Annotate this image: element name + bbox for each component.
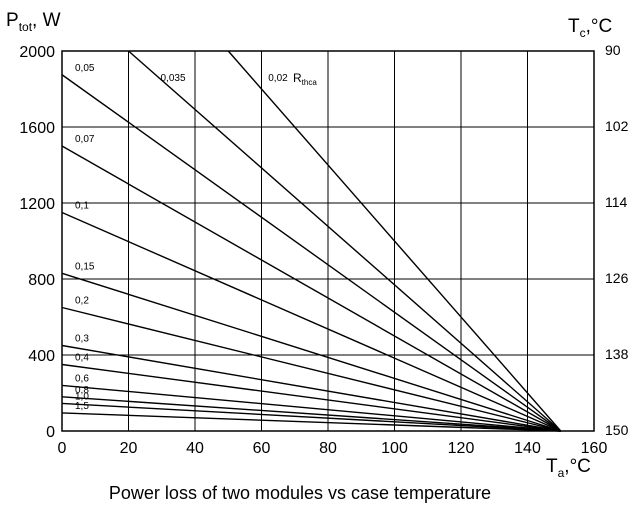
y-axis-title-main: P [6,10,19,31]
x-tick-label: 20 [120,440,138,457]
y-axis-title-sub: tot [19,20,33,34]
series-label: 1,5 [75,401,89,412]
series-line [61,412,561,432]
y-tick-label: 400 [28,348,55,365]
x-tick-label: 100 [381,440,408,457]
x-tick-label: 40 [186,440,204,457]
y-tick-label: 1200 [19,196,55,213]
y2-axis-title: Tc,°C [568,16,612,40]
series-label: 0,6 [75,373,89,384]
series-label: 0,15 [75,261,95,272]
y-tick-label: 2000 [19,44,55,61]
series-label: 0,2 [75,296,89,307]
y2-axis-title-sub: c [580,26,586,40]
series-line [61,211,562,432]
series-line [128,50,562,432]
y-tick-label: 0 [46,424,55,441]
y-tick-label: 1600 [19,120,55,137]
series-line [61,306,561,432]
x-axis-title: Ta,°C [546,456,591,480]
plot-frame [61,50,595,432]
y2-axis-title-unit: ,°C [586,16,613,37]
series-line [61,74,562,432]
series-line [61,344,561,432]
series-label: 0,4 [75,353,89,364]
series-line [227,50,562,432]
y2-tick-label: 90 [605,42,621,58]
y-tick-label: 800 [28,272,55,289]
series-label: 0,3 [75,334,89,345]
series-label: 0,05 [75,63,95,74]
series-line [61,402,561,432]
y2-tick-label: 150 [605,422,629,438]
series-lines [61,50,562,432]
series-label: 1,0 [75,391,89,402]
x-tick-label: 0 [58,440,67,457]
x-tick-label: 140 [514,440,541,457]
series-line [61,363,561,432]
y-axis-title-unit: , W [32,10,61,31]
y-axis-title: Ptot, W [6,10,61,34]
x-axis-title-unit: ,°C [564,456,591,477]
series-label: 0,02 [268,73,288,84]
x-axis-title-sub: a [558,466,565,480]
series-label: 0,8 [75,385,89,396]
series-labels: 0,020,0350,050,070,10,150,20,30,40,60,81… [75,63,288,412]
series-label: 0,07 [75,134,95,145]
x-axis-title-main: T [546,456,558,477]
x-tick-label: 160 [581,440,608,457]
series-label: 0,035 [161,73,186,84]
y2-tick-label: 126 [605,270,629,286]
y2-tick-label: 138 [605,346,629,362]
series-group-label-sub: thca [302,78,318,87]
series-group-label: Rthca [293,71,317,87]
caption: Power loss of two modules vs case temper… [109,483,491,503]
x-tick-label: 120 [448,440,475,457]
series-line [61,272,561,432]
series-group-label-main: R [293,71,302,85]
y2-axis-title-main: T [568,16,580,37]
series-label: 0,1 [75,201,89,212]
series-line [61,145,562,432]
series-line [61,384,561,432]
y2-tick-label: 102 [605,118,629,134]
x-tick-label: 80 [319,440,337,457]
series-line [61,396,561,432]
x-tick-label: 60 [253,440,271,457]
y2-tick-label: 114 [605,194,628,210]
tick-labels: 0 20 40 60 80 100 120 140 1600400800120016002000… [19,42,628,457]
